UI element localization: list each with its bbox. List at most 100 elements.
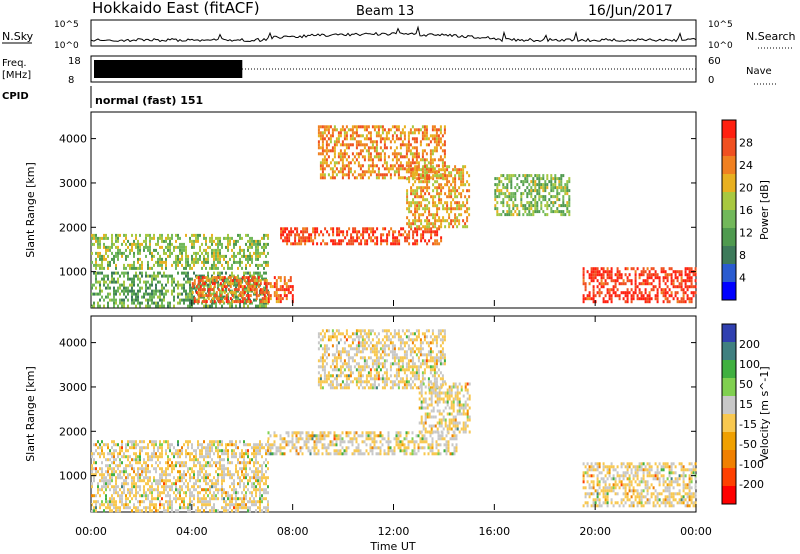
range-cell — [257, 476, 259, 480]
range-cell — [385, 137, 388, 141]
range-cell — [225, 285, 228, 289]
range-cell — [351, 125, 354, 129]
range-cell — [129, 277, 131, 281]
range-cell — [412, 236, 415, 240]
range-cell — [209, 485, 211, 489]
range-cell — [205, 257, 207, 261]
range-cell — [397, 128, 400, 132]
range-cell — [448, 192, 451, 196]
range-cell — [634, 279, 637, 283]
range-cell — [508, 210, 511, 214]
range-cell — [458, 186, 461, 190]
range-cell — [335, 140, 338, 144]
range-cell — [181, 298, 183, 302]
range-cell — [426, 225, 429, 229]
range-cell — [209, 245, 211, 249]
range-cell — [345, 143, 348, 147]
range-cell — [221, 482, 223, 486]
range-cell — [239, 260, 241, 264]
range-cell — [187, 440, 189, 444]
range-cell — [219, 440, 221, 444]
range-cell — [235, 260, 237, 264]
range-cell — [456, 207, 459, 211]
range-cell — [325, 143, 328, 147]
range-cell — [321, 152, 324, 156]
range-cell — [363, 143, 366, 147]
range-cell — [273, 431, 276, 435]
range-cell — [165, 274, 167, 278]
range-cell — [263, 245, 265, 249]
range-cell — [325, 449, 328, 453]
range-cell — [265, 297, 268, 301]
range-cell — [496, 210, 499, 214]
range-cell — [139, 289, 141, 293]
range-cell — [145, 304, 147, 308]
range-cell — [191, 494, 193, 498]
range-cell — [261, 473, 263, 477]
range-cell — [143, 476, 145, 480]
range-cell — [458, 222, 461, 226]
range-cell — [415, 452, 418, 456]
range-cell — [135, 452, 137, 456]
range-cell — [145, 491, 147, 495]
range-cell — [393, 149, 396, 153]
range-cell — [99, 286, 101, 290]
range-cell — [259, 479, 261, 483]
range-cell — [145, 506, 147, 510]
range-cell — [566, 180, 569, 184]
range-cell — [145, 239, 147, 243]
range-cell — [323, 155, 326, 159]
range-cell — [608, 288, 611, 292]
range-cell — [127, 274, 129, 278]
range-cell — [145, 280, 147, 284]
range-cell — [335, 452, 338, 456]
range-cell — [426, 227, 429, 231]
range-cell — [221, 473, 223, 477]
range-cell — [165, 283, 167, 287]
range-cell — [201, 488, 203, 492]
range-cell — [149, 274, 151, 278]
range-cell — [656, 276, 659, 280]
range-cell — [688, 285, 691, 289]
range-cell — [377, 134, 380, 138]
range-cell — [538, 210, 541, 214]
range-cell — [409, 152, 412, 156]
range-cell — [381, 149, 384, 153]
range-cell — [201, 452, 203, 456]
range-cell — [317, 125, 320, 129]
range-cell — [435, 176, 438, 180]
range-cell — [101, 236, 103, 240]
range-cell — [117, 251, 119, 255]
range-cell — [191, 491, 193, 495]
range-cell — [221, 300, 224, 304]
range-cell — [215, 470, 217, 474]
range-cell — [95, 509, 97, 513]
range-cell — [331, 443, 334, 447]
range-cell — [373, 434, 376, 438]
range-cell — [414, 192, 417, 196]
range-cell — [311, 431, 314, 435]
range-cell — [277, 300, 280, 304]
range-cell — [197, 479, 199, 483]
range-cell — [604, 300, 607, 304]
range-cell — [383, 158, 386, 162]
range-cell — [317, 146, 320, 150]
range-cell — [558, 177, 561, 181]
range-cell — [447, 446, 450, 450]
range-cell — [353, 131, 356, 135]
range-cell — [295, 431, 298, 435]
range-cell — [237, 482, 239, 486]
range-cell — [439, 443, 442, 447]
range-cell — [225, 452, 227, 456]
range-cell — [337, 452, 340, 456]
range-cell — [273, 434, 276, 438]
range-cell — [285, 443, 288, 447]
range-cell — [684, 282, 687, 286]
range-cell — [435, 440, 438, 444]
range-cell — [225, 449, 227, 453]
range-cell — [508, 174, 511, 178]
range-cell — [267, 449, 269, 453]
range-cell — [107, 446, 109, 450]
range-cell — [227, 282, 230, 286]
range-cell — [418, 213, 421, 217]
